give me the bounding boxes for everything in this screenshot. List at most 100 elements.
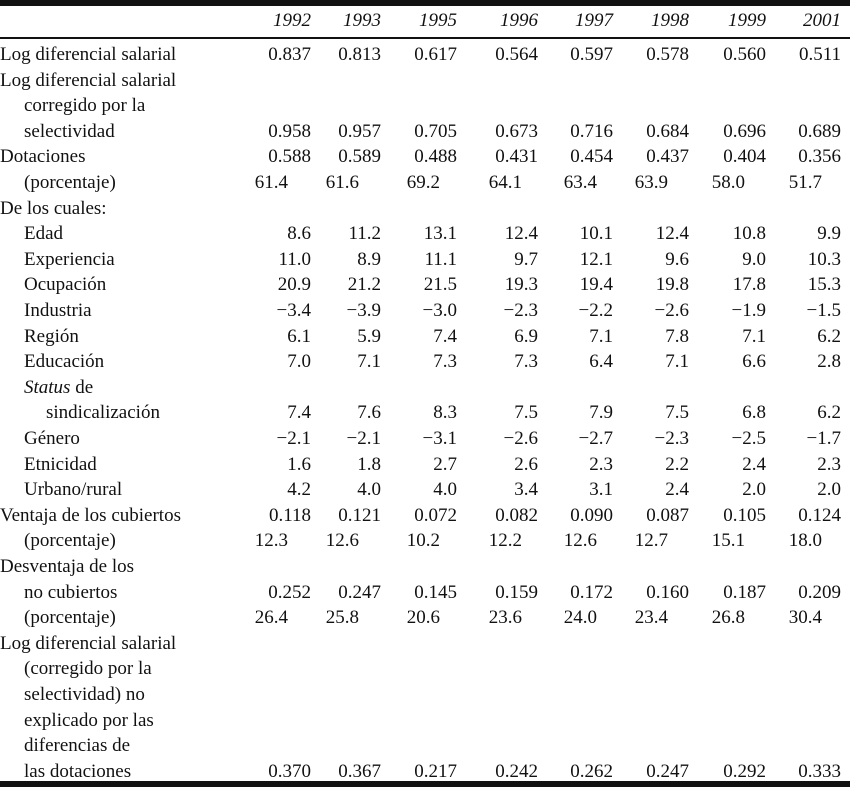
cell: 0.172 (570, 581, 613, 603)
cell: 0.124 (798, 504, 841, 526)
cell: 0.072 (414, 504, 457, 526)
table-row: selectividad) no (0, 682, 850, 708)
table-row: Región 6.1 5.9 7.4 6.9 7.1 7.8 7.1 6.2 (0, 324, 850, 350)
cell: 23.4 (634, 607, 668, 629)
cell: 21.2 (347, 274, 381, 296)
cell: 63.9 (634, 172, 668, 193)
cell: −3.0 (422, 300, 457, 321)
table-row: Experiencia 11.0 8.9 11.1 9.7 12.1 9.6 9… (0, 247, 850, 273)
cell: −2.3 (503, 300, 538, 321)
table-row: Log diferencial salarial (0, 68, 850, 94)
table-row: explicado por las (0, 708, 850, 734)
row-label-rest: de (70, 376, 94, 398)
row-label-italic: Status (24, 376, 71, 398)
cell: −2.7 (578, 428, 613, 449)
cell: 20.9 (277, 274, 311, 296)
cell: 10.2 (406, 530, 440, 552)
cell: 0.087 (646, 504, 689, 526)
cell: 9.9 (817, 223, 841, 245)
cell: 9.7 (514, 248, 538, 270)
cell: −3.1 (422, 428, 457, 449)
cell: 9.0 (742, 248, 766, 270)
cell: 0.488 (414, 146, 457, 168)
cell: 5.9 (357, 325, 381, 347)
cell: 0.370 (268, 760, 311, 782)
cell: 7.6 (357, 402, 381, 424)
cell: 19.4 (579, 274, 613, 296)
cell: 2.7 (433, 453, 457, 475)
cell: 20.6 (406, 607, 440, 629)
cell: 0.813 (338, 44, 381, 65)
cell: 7.1 (665, 351, 689, 373)
row-label: De los cuales: (0, 197, 107, 219)
cell: 0.242 (495, 760, 538, 782)
cell: 0.252 (268, 581, 311, 603)
table-row: (porcentaje) 12.3 12.6 10.2 12.2 12.6 12… (0, 528, 850, 554)
cell: 0.431 (495, 146, 538, 168)
cell: 23.6 (488, 607, 522, 629)
row-label: Edad (24, 223, 64, 245)
cell: 12.6 (563, 530, 597, 552)
cell: 6.2 (817, 325, 841, 347)
row-label: (porcentaje) (24, 172, 116, 193)
cell: 0.511 (798, 44, 841, 65)
cell: 2.3 (589, 453, 613, 475)
cell: −2.1 (276, 428, 311, 449)
row-label: Experiencia (24, 248, 115, 270)
table-row: Educación 7.0 7.1 7.3 7.3 6.4 7.1 6.6 2.… (0, 349, 850, 375)
cell: 58.0 (711, 172, 745, 193)
row-label: (corregido por la (24, 658, 152, 680)
cell: 0.333 (798, 760, 841, 782)
table-row: Status de (0, 375, 850, 401)
row-label: Dotaciones (0, 146, 86, 168)
cell: 0.118 (268, 504, 311, 526)
cell: −1.9 (731, 300, 766, 321)
cell: 0.617 (414, 44, 457, 65)
cell: 6.6 (742, 351, 766, 373)
table-row: (porcentaje) 61.4 61.6 69.2 64.1 63.4 63… (0, 170, 850, 196)
cell: 12.4 (504, 223, 538, 245)
cell: 4.0 (433, 479, 457, 501)
row-label: selectividad (24, 120, 115, 142)
cell: 25.8 (325, 607, 359, 629)
cell: 12.3 (254, 530, 288, 552)
table-row: De los cuales: (0, 196, 850, 222)
row-label: Urbano/rural (24, 479, 123, 501)
cell: 7.3 (433, 351, 457, 373)
cell: 0.696 (723, 120, 766, 142)
cell: 0.673 (495, 120, 538, 142)
cell: 3.1 (589, 479, 613, 501)
cell: 0.367 (338, 760, 381, 782)
cell: 0.159 (495, 581, 538, 603)
cell: 0.209 (798, 581, 841, 603)
cell: 0.705 (414, 120, 457, 142)
table-row: sindicalización 7.4 7.6 8.3 7.5 7.9 7.5 … (0, 400, 850, 426)
cell: 2.3 (817, 453, 841, 475)
table-row: Log diferencial salarial (0, 631, 850, 657)
year-header: 1998 (651, 10, 689, 31)
row-label: selectividad) no (24, 684, 145, 705)
row-label: (porcentaje) (24, 607, 116, 629)
year-header: 1999 (728, 10, 766, 31)
cell: 7.1 (742, 325, 766, 347)
cell: 19.3 (504, 274, 538, 296)
cell: 63.4 (563, 172, 597, 193)
table-row: Género −2.1 −2.1 −3.1 −2.6 −2.7 −2.3 −2.… (0, 426, 850, 452)
cell: 7.8 (665, 325, 689, 347)
cell: 0.837 (268, 44, 311, 65)
cell: 0.454 (570, 146, 613, 168)
cell: 12.1 (579, 248, 613, 270)
row-label: Ventaja de los cubiertos (0, 504, 181, 526)
cell: 2.4 (665, 479, 689, 501)
cell: −2.3 (654, 428, 689, 449)
cell: 0.121 (338, 504, 381, 526)
cell: 7.9 (589, 402, 613, 424)
cell: 17.8 (732, 274, 766, 296)
table-row: Dotaciones 0.588 0.589 0.488 0.431 0.454… (0, 144, 850, 170)
cell: −3.9 (346, 300, 381, 321)
cell: 0.105 (723, 504, 766, 526)
cell: 30.4 (788, 607, 822, 629)
cell: 2.0 (742, 479, 766, 501)
cell: 0.560 (723, 44, 766, 65)
cell: −2.2 (578, 300, 613, 321)
